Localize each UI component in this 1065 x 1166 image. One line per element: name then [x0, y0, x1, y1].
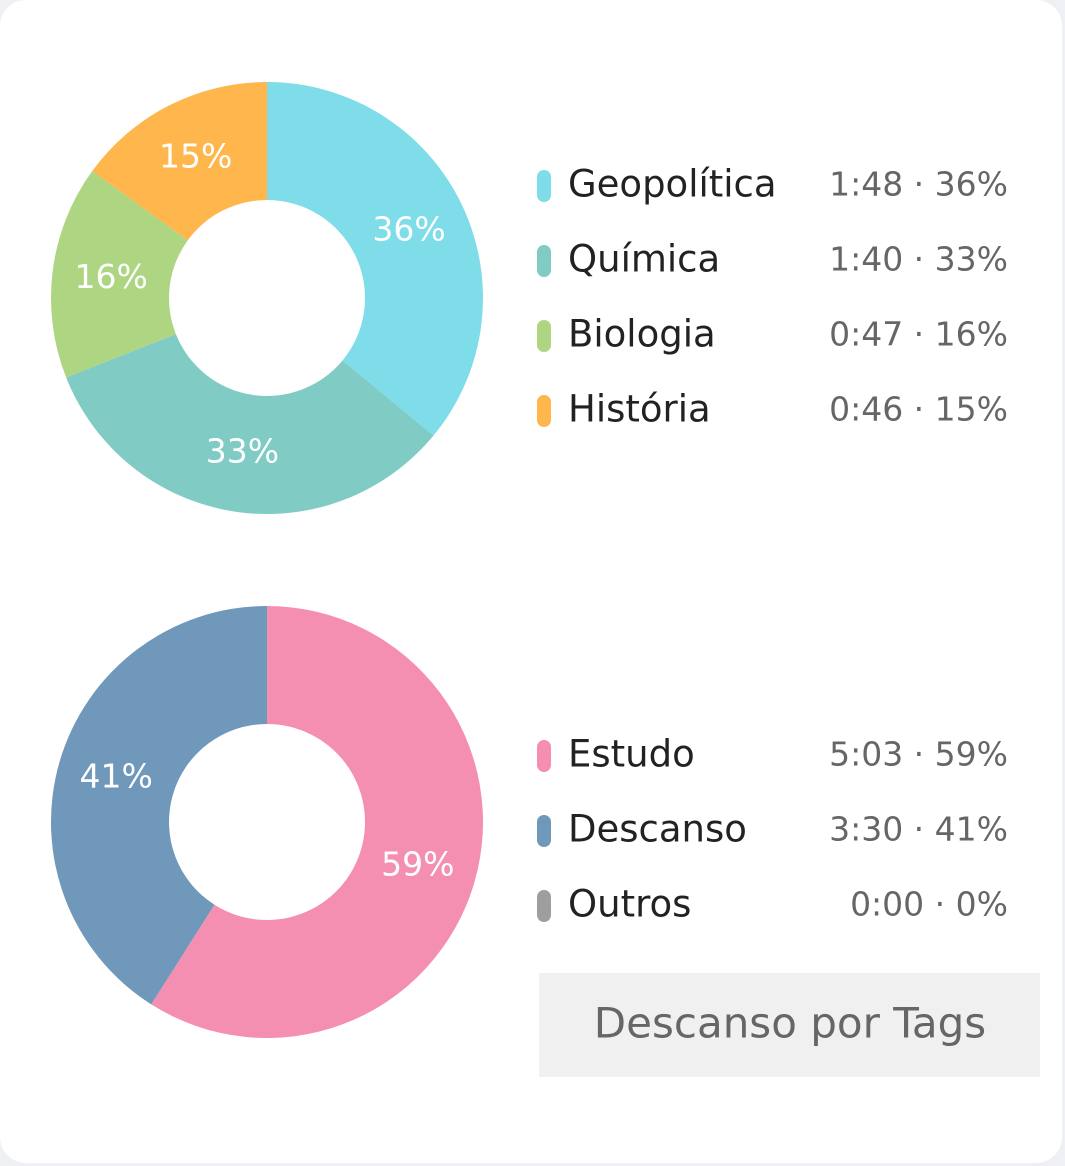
legend-value: 1:40 · 33% [829, 240, 1008, 279]
legend-value: 1:48 · 36% [829, 165, 1008, 204]
legend-marker [537, 320, 551, 352]
legend-value: 0:00 · 0% [850, 885, 1008, 924]
slice-label: 33% [206, 432, 279, 471]
button-background[interactable] [539, 973, 1040, 1077]
legend-marker [537, 740, 551, 772]
legend-label: Outros [568, 883, 691, 926]
legend-marker [537, 890, 551, 922]
slice-label: 15% [159, 137, 232, 176]
legend-value: 0:46 · 15% [829, 390, 1008, 429]
slice [267, 82, 483, 436]
legend-value: 5:03 · 59% [829, 735, 1008, 774]
slice-label: 36% [372, 210, 445, 249]
legend-value: 3:30 · 41% [829, 810, 1008, 849]
slice [151, 606, 484, 1038]
legend-value: 0:47 · 16% [829, 315, 1008, 354]
tags-button[interactable]: Descanso por Tags [539, 973, 1040, 1077]
legend-label: Descanso [568, 808, 747, 851]
legend-label: Estudo [568, 733, 695, 776]
slice [51, 606, 267, 1005]
slice-label: 59% [381, 844, 454, 883]
slice-label: 41% [80, 757, 153, 796]
legend-marker [537, 395, 551, 427]
slice [66, 334, 434, 514]
legend-marker [537, 815, 551, 847]
legend-marker [537, 245, 551, 277]
legend-label: Química [568, 238, 720, 281]
slice [92, 82, 268, 241]
legend-label: Biologia [568, 313, 716, 356]
slice-label: 16% [75, 257, 148, 296]
button-label[interactable]: Descanso por Tags [594, 999, 986, 1048]
legend-label: Geopolítica [568, 163, 777, 206]
legend-marker [537, 170, 551, 202]
slice [51, 171, 188, 378]
legend-label: História [568, 388, 711, 431]
